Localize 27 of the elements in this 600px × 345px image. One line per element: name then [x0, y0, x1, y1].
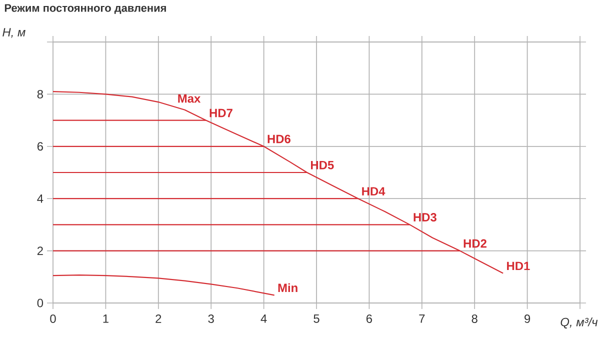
annotation: HD3	[414, 213, 436, 222]
annotation: HD4	[362, 187, 386, 196]
x-tick-label: 3	[208, 314, 214, 323]
y-axis-title: H, м	[2, 28, 26, 38]
annotation: HD2	[464, 239, 486, 248]
y-tick-label: 6	[37, 142, 43, 151]
y-tick-label: 8	[37, 90, 43, 98]
x-tick-label: 8	[472, 314, 478, 323]
x-tick-label: 6	[366, 314, 372, 323]
x-axis-title: Q, м³/ч	[560, 318, 598, 328]
annotation: HD1	[507, 262, 530, 270]
annotation: Max	[178, 94, 201, 103]
x-tick-label: 1	[103, 314, 108, 323]
annotation: HD7	[210, 108, 232, 118]
x-tick-label: 4	[260, 314, 267, 323]
chart-title: Режим постоянного давления	[4, 4, 166, 14]
y-tick-label: 0	[37, 298, 44, 308]
y-tick-label: 2	[37, 246, 43, 255]
x-tick-label: 9	[524, 314, 530, 323]
y-tick-label: 4	[37, 194, 44, 203]
annotation: HD5	[311, 160, 334, 170]
x-tick-label: 7	[419, 314, 425, 323]
x-tick-label: 5	[314, 314, 320, 323]
annotation: HD6	[268, 134, 290, 144]
annotation: Min	[278, 283, 298, 292]
x-tick-label: 2	[156, 314, 162, 323]
x-tick-label: 0	[50, 314, 56, 323]
